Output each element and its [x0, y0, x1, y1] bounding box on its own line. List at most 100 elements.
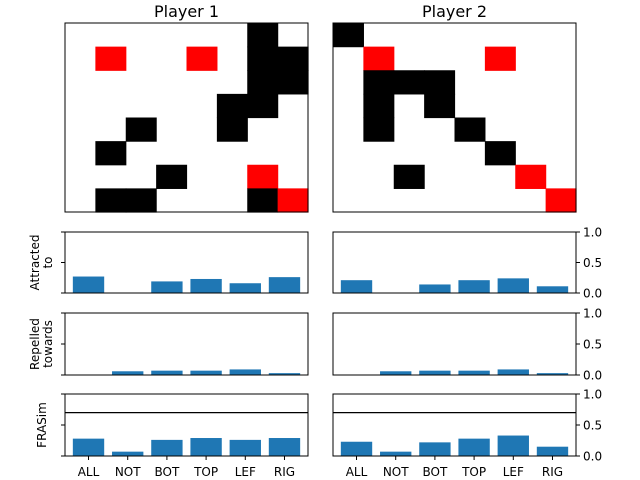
- grid-cell-black: [125, 188, 157, 213]
- grid-cell-red: [363, 46, 395, 71]
- grid-cell-red: [186, 46, 218, 71]
- bar-top: [458, 280, 490, 293]
- y-axis-label: Repelled: [28, 318, 42, 370]
- grid-cell-black: [363, 117, 395, 142]
- grid-cell-black: [277, 70, 309, 95]
- bar-rig: [536, 373, 569, 375]
- grid-cell-black: [277, 46, 309, 71]
- y-tick-label: 0.5: [583, 256, 602, 270]
- y-tick-label: 1.0: [583, 307, 602, 321]
- bar-not: [112, 451, 144, 456]
- bar-lef: [497, 369, 529, 375]
- player-title: Player 1: [154, 2, 219, 21]
- bar-top: [190, 370, 222, 375]
- x-tick-label-rig: RIG: [274, 465, 295, 479]
- bar-panel-attracted-player-1: [61, 231, 309, 294]
- y-axis-label: to: [41, 256, 55, 268]
- bar-all: [340, 441, 373, 456]
- bar-all: [72, 276, 105, 293]
- grid-cell-black: [484, 141, 516, 166]
- x-tick-label-not: NOT: [115, 465, 141, 479]
- grid-cell-black: [125, 117, 157, 142]
- bar-rig: [268, 373, 301, 375]
- grid-cell-red: [95, 46, 127, 71]
- grid-cell-black: [247, 23, 279, 48]
- grid-cell-black: [247, 188, 279, 213]
- bar-top: [190, 278, 222, 293]
- bar-top: [458, 370, 490, 375]
- x-tick-label-all: ALL: [346, 465, 368, 479]
- grid-cell-black: [95, 188, 127, 213]
- bar-top: [190, 438, 222, 456]
- grid-cell-red: [277, 188, 309, 213]
- y-tick-label: 0.5: [583, 419, 602, 433]
- grid-cell-red: [545, 188, 577, 213]
- bar-top: [458, 438, 490, 456]
- grid-cell-black: [247, 70, 279, 95]
- grid-cell-black: [393, 164, 425, 189]
- bar-panel-repelled-player-2: 0.0 0.5 1.0: [332, 307, 602, 383]
- x-tick-label-not: NOT: [383, 465, 409, 479]
- bar-not: [112, 371, 144, 375]
- bar-rig: [268, 438, 301, 456]
- x-tick-label-bot: BOT: [155, 465, 180, 479]
- grid-cell-black: [393, 70, 425, 95]
- grid-cell-black: [247, 46, 279, 71]
- bar-panel-frasim-player-1: ALL NOT BOT TOP LEF RIG: [61, 393, 309, 479]
- bar-lef: [229, 283, 261, 293]
- grid-cell-red: [247, 164, 279, 189]
- x-tick-label-all: ALL: [78, 465, 100, 479]
- bar-lef: [229, 439, 261, 456]
- y-axis-label: Attracted: [28, 235, 42, 291]
- grid-frame: [64, 22, 309, 213]
- grid-cell-black: [363, 93, 395, 119]
- grid-cell-black: [424, 93, 456, 119]
- bar-bot: [419, 442, 451, 456]
- bar-bot: [419, 370, 451, 375]
- bar-rig: [536, 446, 569, 456]
- bar-lef: [229, 369, 261, 375]
- bar-lef: [497, 278, 529, 293]
- bar-all: [72, 438, 105, 456]
- x-tick-label-lef: LEF: [235, 465, 256, 479]
- grid-cell-red: [515, 164, 547, 189]
- grid-cell-black: [363, 70, 395, 95]
- bar-rig: [268, 277, 301, 293]
- grid-cell-black: [333, 23, 364, 48]
- bar-bot: [151, 439, 183, 456]
- grid-cell-black: [216, 117, 248, 142]
- player-2-grid: Player 2: [332, 2, 577, 213]
- y-tick-label: 0.5: [583, 338, 602, 352]
- bar-not: [380, 371, 412, 375]
- y-tick-label: 1.0: [583, 388, 602, 402]
- y-tick-label: 0.0: [583, 369, 602, 383]
- bar-lef: [497, 435, 529, 456]
- x-tick-label-lef: LEF: [503, 465, 524, 479]
- y-axis-label: towards: [41, 320, 55, 368]
- bar-bot: [151, 281, 183, 293]
- grid-cell-black: [95, 141, 127, 166]
- panel-frame: [332, 312, 577, 376]
- y-tick-label: 0.0: [583, 287, 602, 301]
- grid-cell-black: [424, 70, 456, 95]
- grid-cell-red: [484, 46, 516, 71]
- player-title: Player 2: [422, 2, 487, 21]
- y-tick-label: 0.0: [583, 450, 602, 464]
- grid-cell-black: [247, 93, 279, 119]
- grid-cell-black: [156, 164, 188, 189]
- bar-bot: [151, 370, 183, 375]
- bar-panel-attracted-player-2: 0.0 0.5 1.0: [332, 226, 602, 301]
- x-tick-label-top: TOP: [461, 465, 486, 479]
- bar-not: [380, 451, 412, 456]
- x-tick-label-rig: RIG: [542, 465, 563, 479]
- y-axis-label: FRASim: [35, 402, 49, 448]
- bar-panel-frasim-player-2: 0.0 0.5 1.0 ALL NOT BOT TOP LEF RIG: [332, 388, 602, 479]
- x-tick-label-bot: BOT: [423, 465, 448, 479]
- grid-frame: [332, 22, 577, 213]
- y-tick-label: 1.0: [583, 226, 602, 240]
- bar-all: [340, 280, 373, 293]
- x-tick-label-top: TOP: [193, 465, 218, 479]
- grid-cell-black: [216, 93, 248, 119]
- bar-rig: [536, 286, 569, 293]
